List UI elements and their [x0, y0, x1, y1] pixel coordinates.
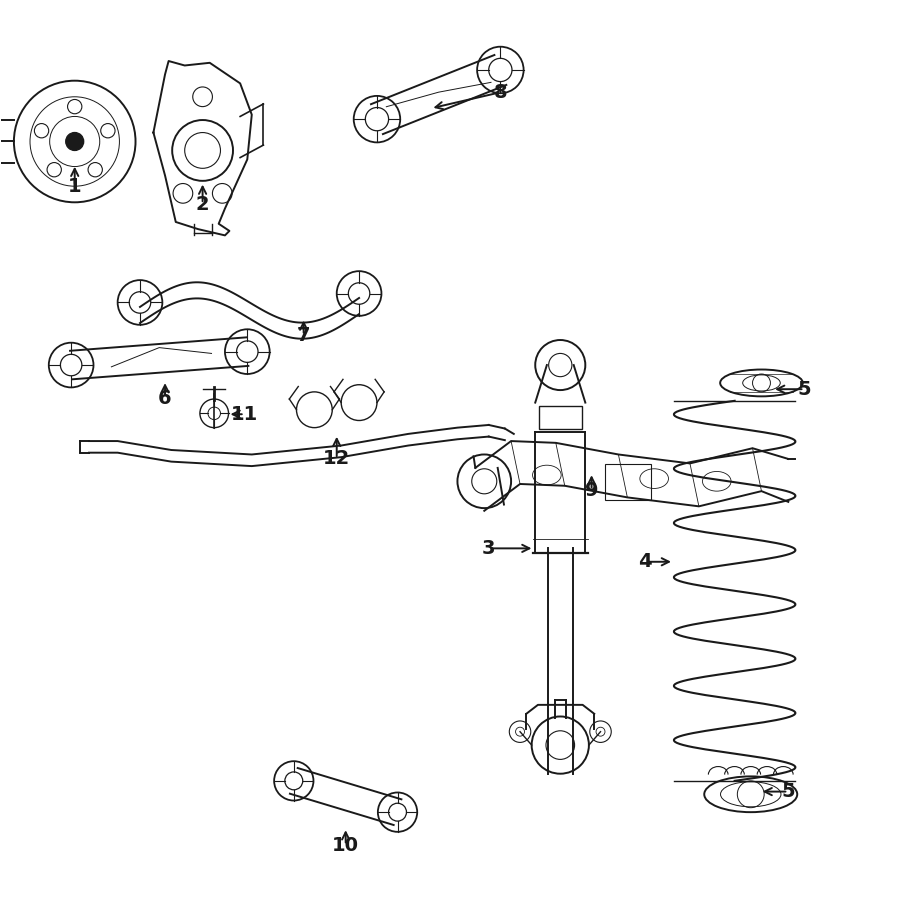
Text: 8: 8: [493, 83, 507, 102]
Text: 9: 9: [585, 481, 598, 500]
Text: 4: 4: [639, 553, 652, 572]
Text: 10: 10: [332, 836, 359, 855]
Text: 5: 5: [797, 380, 811, 399]
Circle shape: [65, 132, 83, 150]
Text: 11: 11: [231, 405, 258, 424]
Text: 3: 3: [482, 539, 495, 558]
Text: 1: 1: [68, 176, 82, 195]
Text: 6: 6: [158, 389, 172, 408]
Text: 7: 7: [297, 326, 310, 345]
Text: 5: 5: [781, 782, 795, 801]
Text: 12: 12: [323, 449, 351, 468]
Text: 2: 2: [196, 194, 209, 213]
